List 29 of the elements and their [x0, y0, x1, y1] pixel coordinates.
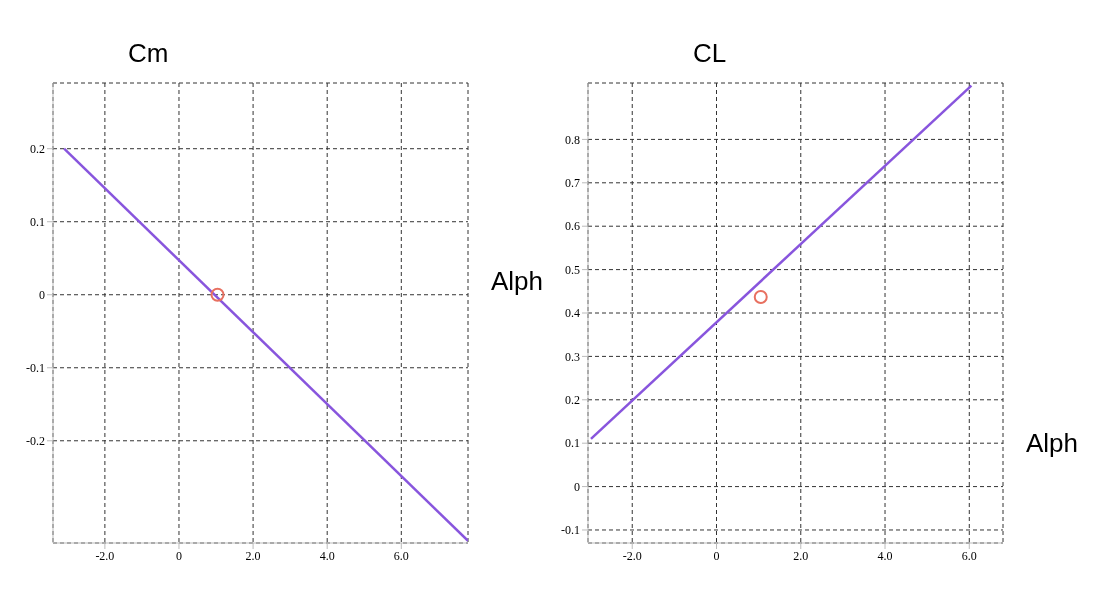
x-tick-label: 4.0: [319, 548, 335, 563]
y-tick-label: 0.5: [565, 262, 580, 277]
y-tick-label: -0.1: [561, 523, 580, 538]
x-tick-label: 6.0: [393, 548, 409, 563]
y-tick-label: 0.3: [565, 349, 580, 364]
y-tick-label: 0.4: [565, 306, 580, 321]
y-tick-label: -0.1: [26, 361, 45, 376]
x-tick-label: 2.0: [793, 548, 809, 563]
x-axis-title: Alph: [490, 266, 543, 297]
x-tick-label: -2.0: [95, 548, 115, 563]
y-tick-label: 0.1: [30, 214, 45, 229]
x-tick-label: 6.0: [961, 548, 977, 563]
chart-title: Cm: [128, 38, 169, 69]
x-axis-title: Alph: [1025, 428, 1078, 459]
y-tick-label: 0.6: [565, 219, 580, 234]
y-tick-label: 0: [574, 479, 580, 494]
x-tick-label: -2.0: [622, 548, 642, 563]
x-tick-label: 0: [175, 548, 182, 563]
y-tick-label: 0.2: [565, 393, 580, 408]
y-tick-label: 0: [39, 288, 45, 303]
y-tick-label: 0.7: [565, 176, 580, 191]
chart-title: CL: [693, 38, 727, 69]
y-tick-label: -0.2: [26, 434, 45, 449]
x-tick-label: 0: [713, 548, 720, 563]
y-tick-label: 0.1: [565, 436, 580, 451]
x-tick-label: 2.0: [245, 548, 261, 563]
y-tick-label: 0.8: [565, 132, 580, 147]
x-tick-label: 4.0: [877, 548, 893, 563]
y-tick-label: 0.2: [30, 141, 45, 156]
